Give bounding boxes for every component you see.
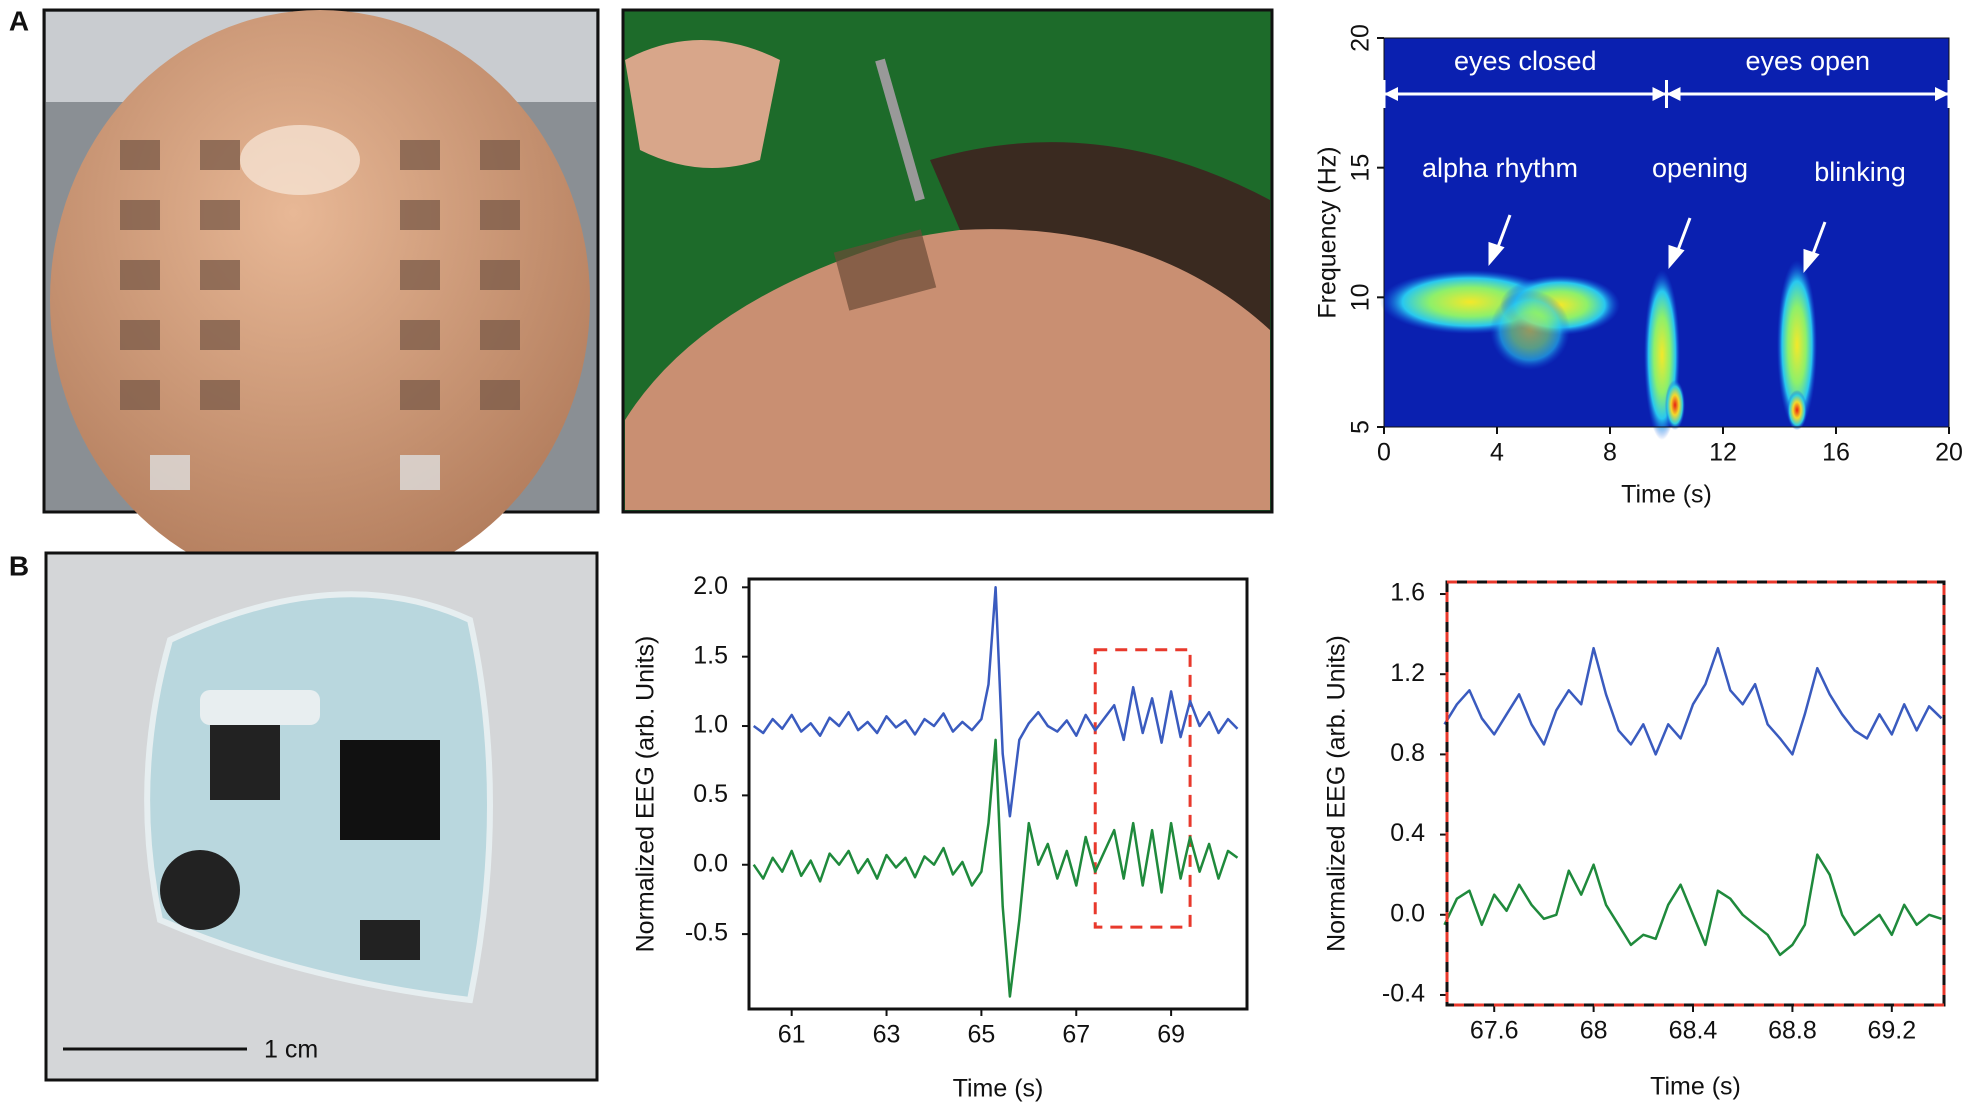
y-tick-label: 2.0 [693,572,728,600]
panel-label: B [9,550,29,581]
y-tick-label: 5 [1347,420,1375,434]
y-tick-label: 1.5 [693,641,728,669]
x-axis-label: Time (s) [953,1075,1044,1103]
x-tick-label: 12 [1709,439,1737,467]
annotation: blinking [1814,157,1906,187]
y-tick-label: -0.5 [685,919,728,947]
y-tick-label: 20 [1347,24,1375,52]
x-tick-label: 65 [967,1021,995,1049]
x-tick-label: 67.6 [1470,1017,1519,1045]
plot-frame [747,577,1249,1011]
series-line [752,586,1239,818]
y-tick-label: 1.0 [693,711,728,739]
y-tick-label: 1.6 [1390,579,1425,607]
plot-frame [1383,37,1950,428]
y-tick-label: 0.0 [1390,899,1425,927]
series-line [752,738,1239,998]
x-axis-label: Time (s) [1650,1073,1741,1101]
y-tick-label: 0.5 [693,780,728,808]
series-line [1443,853,1942,957]
x-tick-label: 16 [1822,439,1850,467]
y-tick-label: 0.0 [693,849,728,877]
panel-label: A [9,5,29,36]
scale-bar-label: 1 cm [264,1036,318,1064]
y-tick-label: 15 [1347,154,1375,182]
photo-scalp [42,8,600,590]
x-tick-label: 68.8 [1768,1017,1817,1045]
x-tick-label: 8 [1603,439,1617,467]
x-tick-label: 61 [778,1021,806,1049]
interval-label: eyes closed [1454,46,1597,76]
y-tick-label: -0.4 [1382,980,1425,1008]
x-tick-label: 68.4 [1669,1017,1718,1045]
plot-frame [1445,580,1946,1007]
series-line [1443,646,1943,756]
highlight-box [1093,648,1192,929]
x-tick-label: 69 [1157,1021,1185,1049]
annotation: alpha rhythm [1422,153,1578,183]
y-axis-label: Frequency (Hz) [1314,146,1342,318]
x-tick-label: 63 [873,1021,901,1049]
photo-forehead [621,8,1274,514]
y-tick-label: 10 [1347,283,1375,311]
photo-device: 1 cm [44,551,599,1082]
x-tick-label: 20 [1935,439,1963,467]
interval-label: eyes open [1745,46,1870,76]
x-tick-label: 68 [1580,1017,1608,1045]
x-tick-label: 0 [1377,439,1391,467]
annotation: opening [1652,153,1748,183]
y-axis-label: Normalized EEG (arb. Units) [632,636,660,953]
y-tick-label: 1.2 [1390,659,1425,687]
x-axis-label: Time (s) [1621,481,1712,509]
plot-frame-dash [1445,580,1946,1007]
y-tick-label: 0.8 [1390,739,1425,767]
x-tick-label: 67 [1062,1021,1090,1049]
spectrogram-image [1380,38,1949,440]
y-axis-label: Normalized EEG (arb. Units) [1323,635,1351,952]
y-tick-label: 0.4 [1390,819,1425,847]
x-tick-label: 69.2 [1867,1017,1916,1045]
x-tick-label: 4 [1490,439,1504,467]
